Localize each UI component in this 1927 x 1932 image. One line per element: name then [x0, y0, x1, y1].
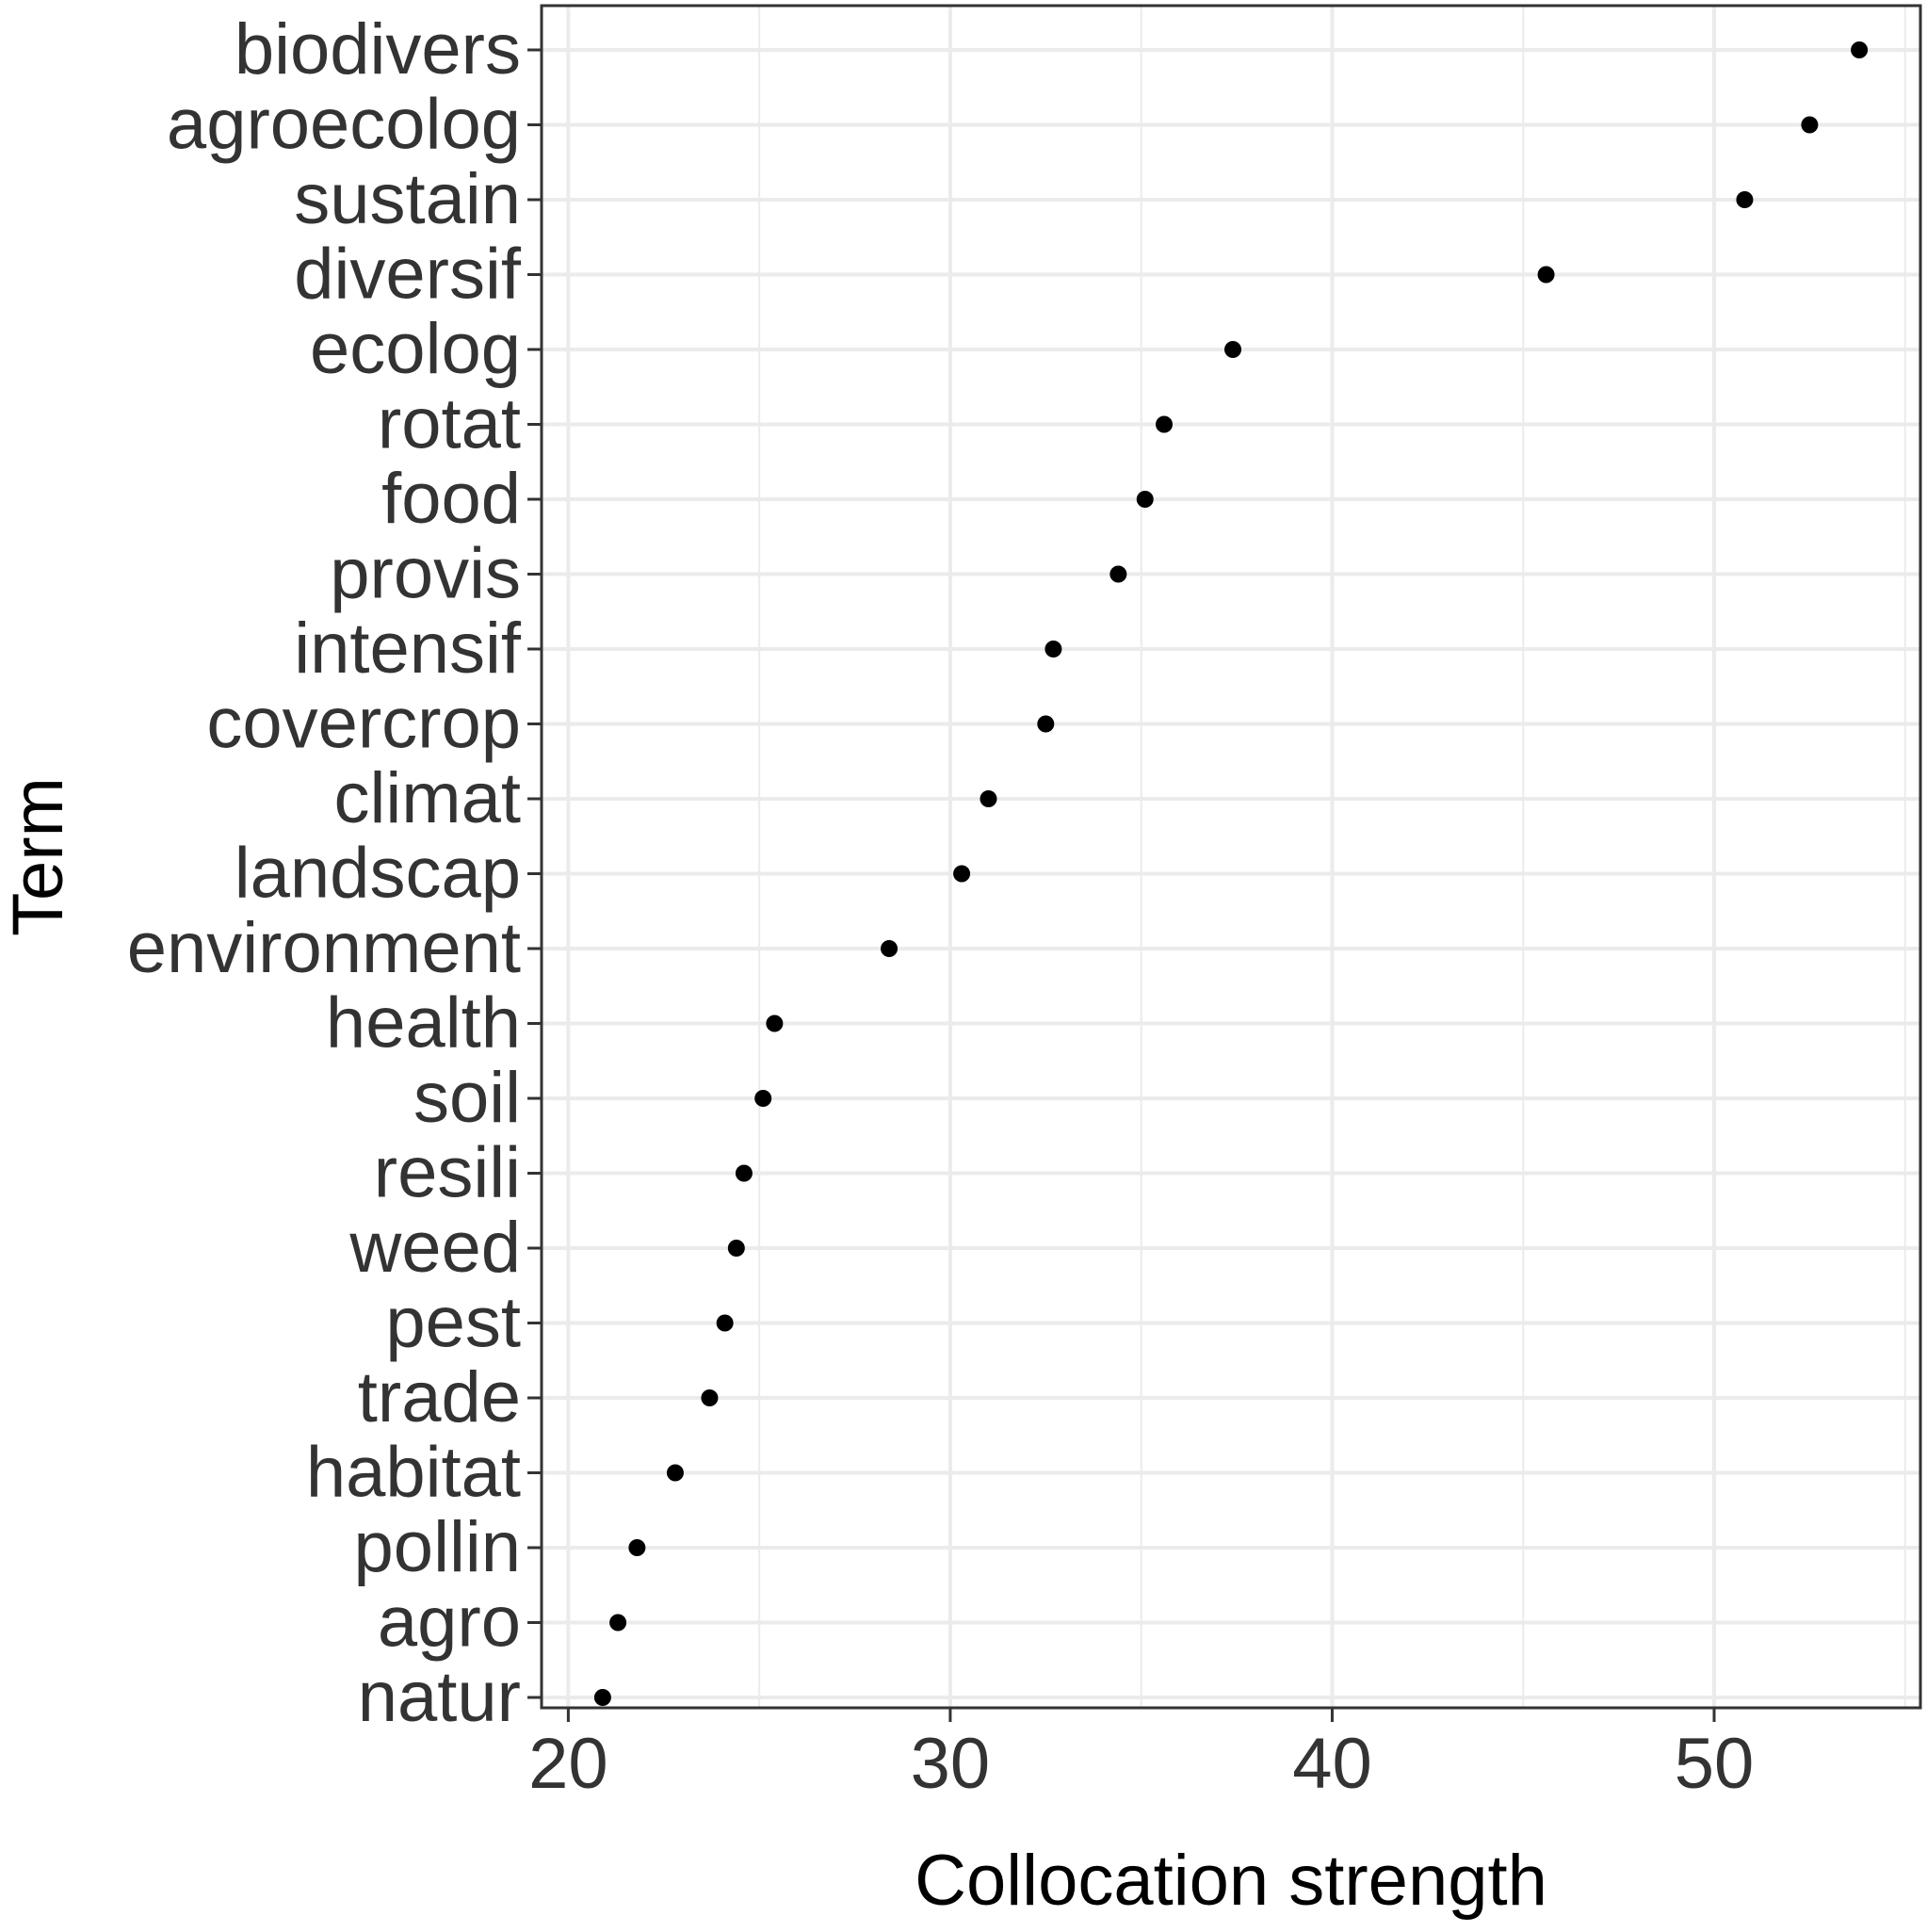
x-axis-title: Collocation strength	[915, 1841, 1547, 1921]
y-tick-label-diversif: diversif	[294, 235, 522, 315]
y-tick-label-environment: environment	[127, 908, 521, 988]
y-tick-label-sustain: sustain	[294, 159, 521, 239]
data-point-pest	[716, 1314, 734, 1332]
data-point-covercrop	[1037, 715, 1055, 733]
tick-labels: biodiversagroecologsustaindiversifecolog…	[127, 9, 1755, 1804]
y-tick-label-natur: natur	[358, 1657, 521, 1737]
y-tick-label-ecolog: ecolog	[310, 309, 521, 389]
y-tick-label-trade: trade	[358, 1357, 521, 1437]
data-point-weed	[727, 1240, 745, 1257]
panel-border	[540, 4, 1922, 1710]
data-point-pollin	[628, 1539, 646, 1556]
grid-lines	[542, 6, 1920, 1708]
data-point-intensif	[1044, 641, 1062, 658]
y-tick-label-agro: agro	[378, 1583, 521, 1663]
y-tick-label-health: health	[326, 983, 521, 1063]
y-tick-label-landscap: landscap	[235, 834, 521, 914]
y-tick-label-weed: weed	[348, 1208, 521, 1288]
data-point-agro	[609, 1614, 627, 1632]
y-tick-label-resili: resili	[374, 1133, 521, 1213]
y-tick-label-provis: provis	[330, 534, 521, 614]
y-tick-label-covercrop: covercrop	[206, 684, 521, 764]
data-point-rotat	[1156, 415, 1174, 433]
data-point-landscap	[953, 865, 971, 883]
y-tick-label-rotat: rotat	[378, 384, 521, 464]
axis-ticks	[527, 48, 1716, 1722]
y-tick-label-biodivers: biodivers	[235, 9, 521, 89]
data-point-climat	[980, 790, 997, 807]
data-point-soil	[754, 1090, 772, 1107]
y-tick-label-soil: soil	[413, 1058, 521, 1138]
y-tick-label-intensif: intensif	[294, 609, 522, 689]
data-point-health	[766, 1015, 784, 1032]
data-point-trade	[701, 1389, 719, 1406]
data-point-food	[1136, 491, 1154, 508]
y-tick-label-food: food	[381, 459, 521, 539]
x-tick-label-20: 20	[528, 1724, 608, 1804]
y-tick-label-habitat: habitat	[306, 1433, 521, 1513]
x-tick-label-30: 30	[911, 1724, 991, 1804]
data-point-environment	[881, 940, 899, 957]
data-point-ecolog	[1224, 341, 1242, 358]
y-tick-label-agroecolog: agroecolog	[167, 85, 521, 165]
y-tick-label-pest: pest	[385, 1283, 521, 1363]
data-point-resili	[735, 1164, 753, 1182]
data-points	[593, 41, 1869, 1706]
y-tick-label-climat: climat	[334, 758, 521, 838]
data-point-agroecolog	[1801, 116, 1819, 134]
x-tick-label-40: 40	[1292, 1724, 1372, 1804]
data-point-biodivers	[1851, 41, 1869, 58]
data-point-sustain	[1736, 191, 1754, 208]
data-point-habitat	[666, 1464, 684, 1482]
data-point-natur	[593, 1689, 611, 1706]
x-tick-label-50: 50	[1675, 1724, 1755, 1804]
data-point-diversif	[1537, 266, 1555, 284]
y-axis-title: Term	[0, 777, 78, 936]
data-point-provis	[1109, 565, 1127, 583]
y-tick-label-pollin: pollin	[354, 1507, 521, 1587]
